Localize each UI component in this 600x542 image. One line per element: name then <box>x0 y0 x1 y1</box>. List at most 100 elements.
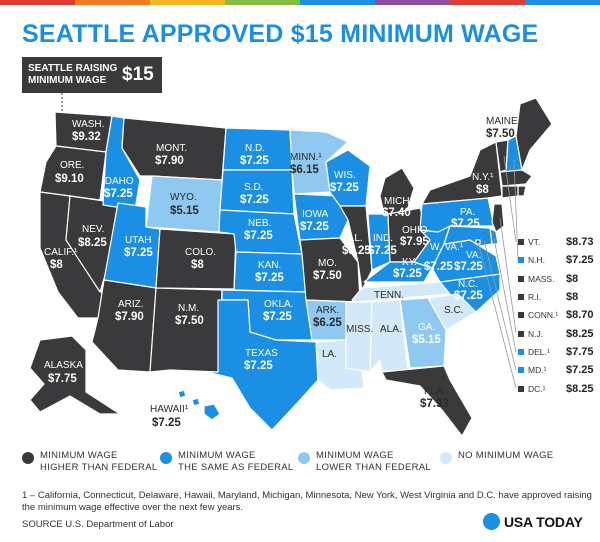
top-bar-segment-3 <box>150 0 225 5</box>
logo-dot-icon <box>483 513 500 530</box>
state-wage-wa: $9.32 <box>72 131 101 143</box>
state-wage-nc: $7.25 <box>454 290 483 302</box>
list-swatch <box>518 294 524 301</box>
list-item: CONN.¹ $8.70 <box>518 306 600 324</box>
state-label-wv: W. VA.¹ <box>430 242 464 253</box>
state-label-ut: UTAH <box>125 235 151 246</box>
list-item: DEL.¹ $7.75 <box>518 343 600 361</box>
usa-today-logo: USA TODAY <box>483 513 583 530</box>
state-wage-mo: $7.50 <box>313 270 342 282</box>
state-label-ny: N.Y.¹ <box>472 172 494 183</box>
legend-dot <box>160 452 172 464</box>
state-label-hi: HAWAII¹ <box>150 404 189 415</box>
state-label-az: ARIZ. <box>118 299 144 310</box>
list-swatch <box>518 385 524 392</box>
state-wage-ok: $7.25 <box>263 311 292 323</box>
state-wage-or: $9.10 <box>55 173 84 185</box>
list-state-wage: $8 <box>566 272 579 285</box>
seattle-callout: SEATTLE RAISING MINIMUM WAGE $15 <box>22 57 162 93</box>
top-bar-segment-2 <box>75 0 150 5</box>
legend-label: MINIMUM WAGE <box>316 450 394 461</box>
list-item: DC.¹ $8.25 <box>518 379 600 397</box>
state-label-al: ALA. <box>380 324 402 335</box>
state-label-wi: WIS. <box>334 170 356 181</box>
list-state-wage: $8.25 <box>566 382 594 395</box>
state-label-mo: MO. <box>318 258 337 269</box>
footnote: 1 – California, Connecticut, Delaware, H… <box>22 490 592 513</box>
leader-line-nh <box>513 159 519 261</box>
logo-wordmark: USA TODAY <box>504 513 583 530</box>
legend-item-same: MINIMUM WAGE THE SAME AS FEDERAL <box>160 450 294 474</box>
state-label-va: VA. <box>466 250 481 261</box>
list-state-name: VT. <box>528 237 541 248</box>
state-shape-fl <box>381 365 473 437</box>
state-wage-mt: $7.90 <box>155 155 184 167</box>
state-wage-pa: $7.25 <box>451 218 480 230</box>
state-wage-ky: $7.25 <box>393 268 422 280</box>
list-state-name: CONN.¹ <box>528 310 559 321</box>
state-label-la: LA. <box>322 349 337 360</box>
list-item: MD.¹ $7.25 <box>518 361 600 379</box>
top-bar-segment-4 <box>225 0 300 5</box>
state-wage-ks: $7.25 <box>255 272 284 284</box>
leader-line-dc <box>477 241 517 389</box>
top-bar-segment-5 <box>300 0 375 5</box>
state-wage-az: $7.90 <box>115 311 144 323</box>
legend-label-2: THE SAME AS FEDERAL <box>178 462 294 473</box>
leader-line-vt <box>503 155 517 243</box>
legend-label: MINIMUM WAGE <box>178 450 256 461</box>
list-state-name: DEL.¹ <box>528 346 550 357</box>
state-wage-mn: $6.15 <box>290 164 319 176</box>
state-wage-me: $7.50 <box>486 128 515 140</box>
state-label-wy: WYO. <box>170 192 197 203</box>
state-label-nc: N.C. <box>458 279 478 290</box>
state-label-me: MAINE <box>486 116 518 127</box>
top-bar-segment-6 <box>375 0 450 5</box>
list-item: N.J. $8.25 <box>518 324 600 342</box>
legend-dot <box>22 452 34 464</box>
source-credit: SOURCE U.S. Department of Labor <box>22 519 174 530</box>
state-label-sc: S.C. <box>444 305 463 316</box>
state-shape-hi <box>177 389 221 421</box>
legend-item-higher: MINIMUM WAGE HIGHER THAN FEDERAL <box>22 450 157 474</box>
state-label-fl: FLA. <box>424 386 445 397</box>
list-state-wage: $7.25 <box>566 364 594 377</box>
state-label-ak: ALASKA <box>44 360 83 371</box>
list-swatch <box>518 275 524 282</box>
list-state-wage: $8.25 <box>566 327 594 340</box>
state-shape-ga <box>399 297 447 369</box>
state-label-sd: S.D. <box>244 182 263 193</box>
state-shape-nj <box>491 203 505 233</box>
list-state-wage: $7.25 <box>566 254 594 267</box>
state-label-in: IND. <box>373 233 393 244</box>
state-wage-nd: $7.25 <box>240 155 269 167</box>
list-swatch <box>518 330 524 337</box>
state-shape-wy <box>145 175 223 233</box>
state-wage-sd: $7.25 <box>240 194 269 206</box>
state-label-nv: NEV. <box>82 224 104 235</box>
callout-amount: $15 <box>122 64 154 85</box>
state-shape-nc <box>427 273 501 313</box>
state-wage-ne: $7.25 <box>244 230 273 242</box>
state-label-mi: MICH.¹ <box>384 196 416 207</box>
state-wage-in: $7.25 <box>368 245 397 257</box>
state-label-ga: GA. <box>418 322 435 333</box>
state-wage-id: $7.25 <box>104 188 133 200</box>
list-swatch <box>518 257 524 264</box>
list-state-name: MD.¹ <box>528 365 547 376</box>
callout-text: SEATTLE RAISING MINIMUM WAGE <box>28 63 118 86</box>
state-label-ky: KY. <box>402 257 417 268</box>
state-label-nm: N.M. <box>178 303 199 314</box>
list-item: VT. $8.73 <box>518 233 600 251</box>
state-shape-ct <box>501 185 519 199</box>
state-label-tn: TENN. <box>374 290 404 301</box>
list-swatch <box>518 367 524 374</box>
state-wage-wi: $7.25 <box>330 182 359 194</box>
state-shape-me <box>515 97 553 171</box>
state-wage-nm: $7.50 <box>175 315 204 327</box>
list-state-name: R.I. <box>528 292 542 303</box>
state-label-co: COLO. <box>185 247 216 258</box>
list-state-wage: $7.75 <box>566 345 594 358</box>
state-label-il: ILL. <box>346 233 363 244</box>
leader-line-de <box>493 237 517 353</box>
